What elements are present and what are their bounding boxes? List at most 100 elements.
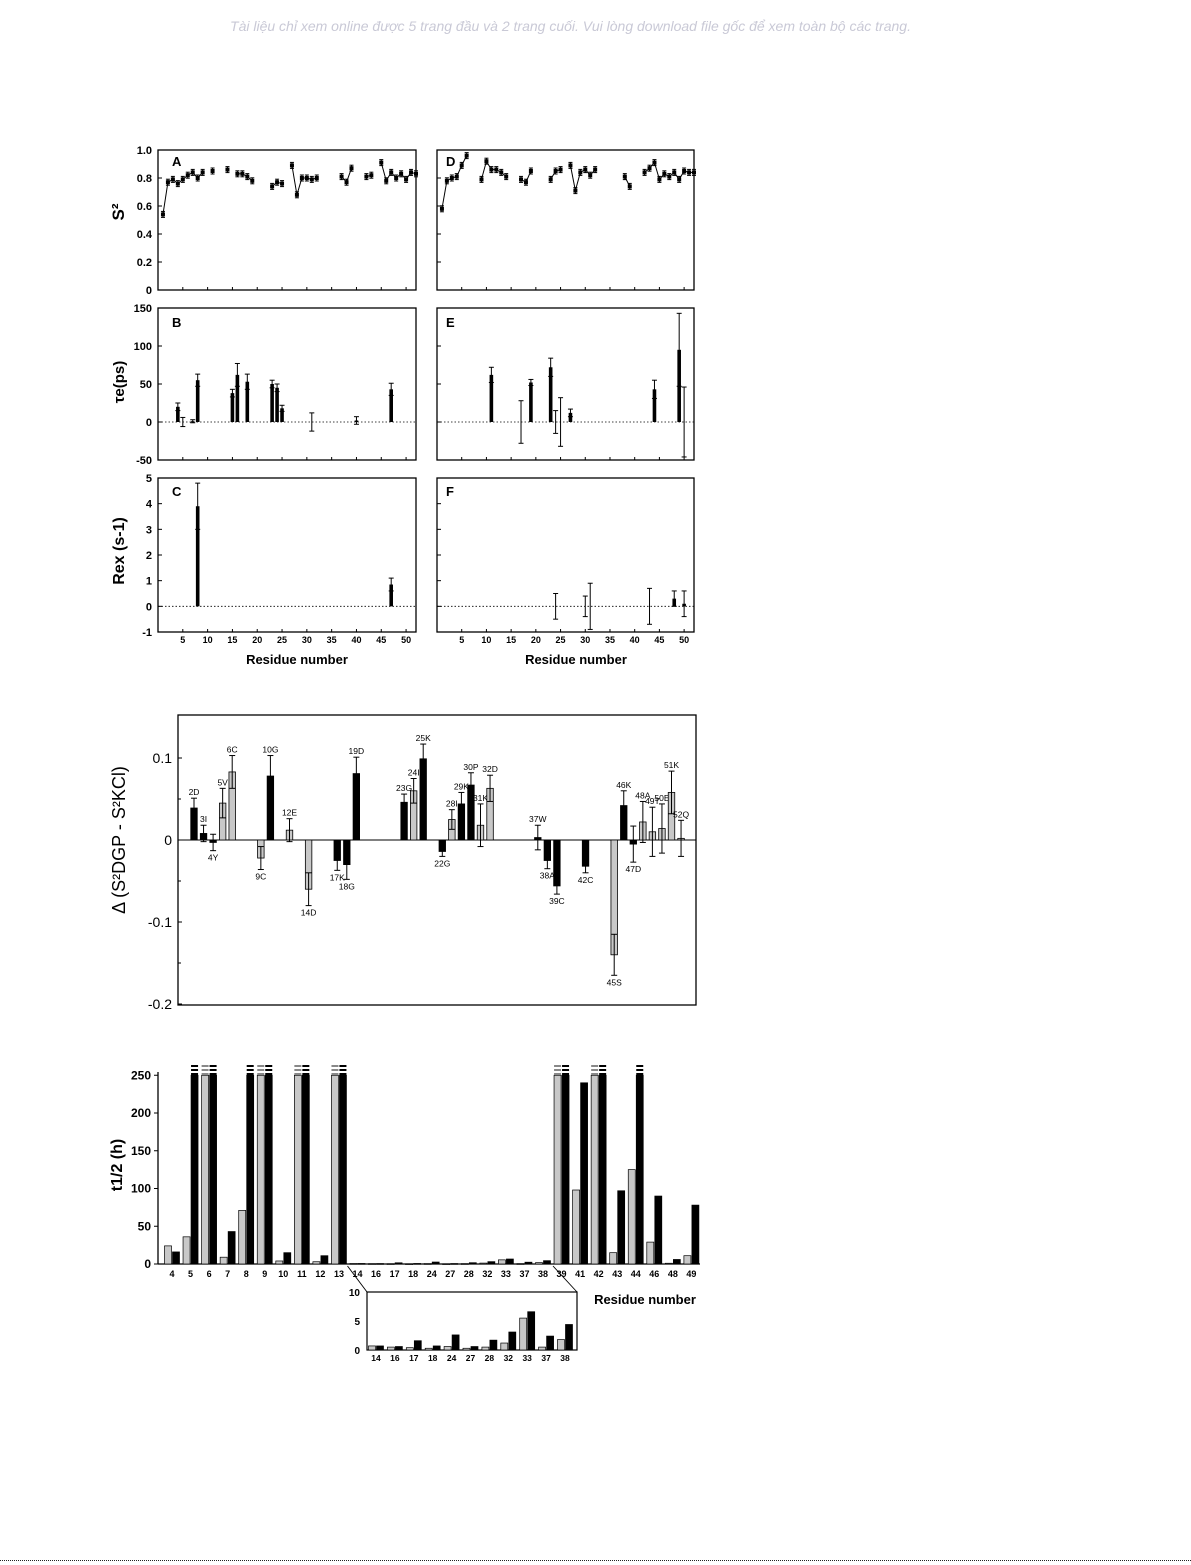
x-tick-label: 10 bbox=[203, 635, 213, 645]
half-life-bar bbox=[394, 1262, 403, 1265]
bar-label: 37W bbox=[529, 814, 546, 824]
half-life-bar bbox=[598, 1074, 607, 1265]
data-bar bbox=[270, 384, 274, 422]
overflow-dash bbox=[339, 1065, 347, 1067]
bar-label: 23G bbox=[396, 783, 412, 793]
half-life-bar bbox=[405, 1263, 413, 1265]
watermark-banner: Tài liệu chỉ xem online được 5 trang đầu… bbox=[230, 18, 911, 34]
overflow-dash bbox=[599, 1065, 607, 1067]
bar-label: 42C bbox=[578, 875, 594, 885]
overflow-dash bbox=[201, 1065, 209, 1067]
overflow-dash bbox=[294, 1073, 302, 1075]
y-tick-label: 1.0 bbox=[137, 145, 152, 157]
half-life-bar bbox=[664, 1262, 673, 1265]
bar-label: 32D bbox=[482, 764, 498, 774]
y-tick-label: 0 bbox=[146, 285, 152, 297]
x-tick-label: 41 bbox=[575, 1269, 585, 1279]
x-tick-label: 39 bbox=[557, 1269, 567, 1279]
half-life-bar bbox=[423, 1263, 432, 1265]
half-life-bar bbox=[246, 1074, 255, 1265]
overflow-dash bbox=[302, 1073, 310, 1075]
x-tick-label: 15 bbox=[506, 635, 516, 645]
overflow-dash bbox=[636, 1069, 644, 1071]
inset-bar bbox=[546, 1335, 554, 1351]
inset-bar bbox=[489, 1339, 498, 1351]
x-tick-label: 15 bbox=[227, 635, 237, 645]
x-tick-label: 33 bbox=[501, 1269, 511, 1279]
rex-axis-label: Rex (s-1) bbox=[111, 517, 128, 585]
bar-label: 25K bbox=[416, 733, 431, 743]
inset-x-tick-label: 18 bbox=[428, 1353, 438, 1363]
x-tick-label: 32 bbox=[482, 1269, 492, 1279]
x-tick-label: 44 bbox=[631, 1269, 641, 1279]
half-life-bar bbox=[617, 1190, 626, 1265]
half-life-bar bbox=[580, 1082, 588, 1265]
overflow-dash bbox=[201, 1073, 209, 1075]
y-tick-label: 100 bbox=[134, 341, 152, 353]
half-life-bar bbox=[349, 1263, 358, 1265]
half-life-bar bbox=[561, 1074, 570, 1265]
half-life-bar bbox=[646, 1241, 655, 1265]
inset-bar bbox=[527, 1311, 536, 1351]
page-bottom-rule bbox=[0, 1560, 1191, 1561]
inset-x-tick-label: 28 bbox=[485, 1353, 495, 1363]
x-tick-label: 10 bbox=[481, 635, 491, 645]
overflow-dash bbox=[257, 1073, 265, 1075]
half-life-bar bbox=[468, 1262, 477, 1265]
data-bar bbox=[529, 382, 533, 422]
y-tick-label: 150 bbox=[134, 303, 152, 315]
inset-bar bbox=[462, 1347, 471, 1351]
x-tick-label: 45 bbox=[654, 635, 664, 645]
inset-bar bbox=[557, 1339, 565, 1351]
inset-x-tick-label: 24 bbox=[447, 1353, 457, 1363]
bar-label: 29K bbox=[454, 781, 469, 791]
panel-letter-a: A bbox=[172, 154, 182, 169]
inset-x-tick-label: 17 bbox=[409, 1353, 419, 1363]
x-tick-label: 38 bbox=[538, 1269, 548, 1279]
overflow-dash bbox=[294, 1069, 302, 1071]
y-tick-label: 0.4 bbox=[137, 229, 153, 241]
data-bar bbox=[652, 389, 657, 422]
overflow-dash bbox=[331, 1065, 339, 1067]
half-life-bar bbox=[368, 1263, 376, 1265]
half-life-bar bbox=[190, 1074, 199, 1265]
data-bar bbox=[568, 412, 573, 422]
half-life-bar bbox=[172, 1251, 180, 1265]
data-bar bbox=[280, 408, 284, 422]
inset-bar bbox=[443, 1346, 452, 1351]
panel-e-frame bbox=[436, 307, 695, 461]
data-bar bbox=[275, 387, 279, 422]
x-tick-label: 18 bbox=[408, 1269, 418, 1279]
overflow-dash bbox=[302, 1069, 310, 1071]
x-axis-label-left: Residue number bbox=[246, 652, 348, 667]
x-tick-label: 45 bbox=[376, 635, 386, 645]
half-life-bar bbox=[543, 1260, 551, 1265]
panel-a-frame bbox=[157, 149, 417, 291]
y-tick-label: 5 bbox=[146, 473, 152, 485]
t-half-axis-label: t1/2 (h) bbox=[109, 1139, 126, 1191]
bar-label: 4Y bbox=[208, 853, 219, 863]
half-life-bar bbox=[201, 1074, 209, 1265]
overflow-dash bbox=[294, 1065, 302, 1067]
inset-connector-right bbox=[552, 1265, 578, 1293]
series-line-segment bbox=[162, 182, 169, 215]
overflow-dash bbox=[191, 1069, 199, 1071]
half-life-bar bbox=[442, 1263, 451, 1265]
panel-d-frame bbox=[436, 149, 695, 291]
y-tick-label: 0 bbox=[144, 1257, 151, 1271]
inset-x-tick-label: 33 bbox=[522, 1353, 532, 1363]
half-life-bar bbox=[431, 1261, 440, 1265]
x-tick-label: 43 bbox=[612, 1269, 622, 1279]
half-life-bar bbox=[256, 1074, 265, 1265]
overflow-dash bbox=[636, 1073, 644, 1075]
series-line-segment bbox=[346, 168, 352, 183]
bar-label: 14D bbox=[301, 908, 317, 918]
half-life-bar bbox=[357, 1263, 366, 1265]
overflow-dash bbox=[265, 1069, 273, 1071]
x-tick-label: 24 bbox=[427, 1269, 437, 1279]
y-tick-label: 150 bbox=[131, 1144, 151, 1158]
inset-x-tick-label: 14 bbox=[371, 1353, 381, 1363]
half-life-bar bbox=[320, 1255, 329, 1265]
overflow-dash bbox=[554, 1065, 562, 1067]
y-tick-label: 100 bbox=[131, 1182, 151, 1196]
